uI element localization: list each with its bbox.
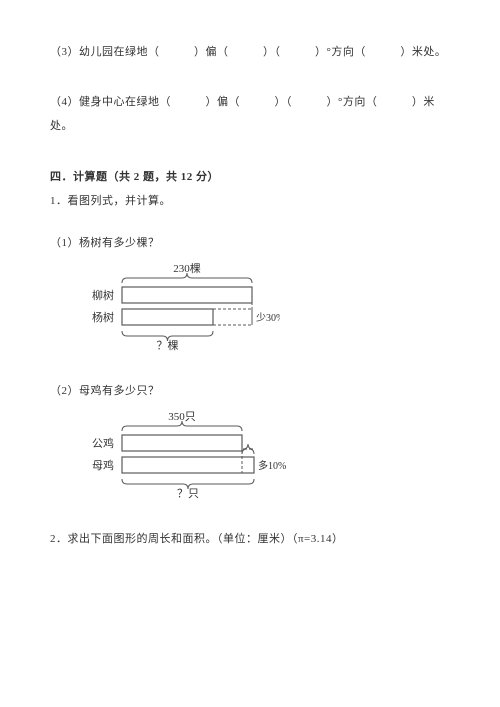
question-4: （4）健身中心在绿地（ ）偏（ ）（ ）°方向（ ）米	[50, 90, 450, 114]
svg-text:公鸡: 公鸡	[92, 436, 114, 450]
q4-seg4: ）米	[412, 96, 435, 108]
problem-2: 2．求出下面图形的周长和面积。（单位：厘米）（π=3.14）	[50, 527, 450, 551]
spacer	[50, 361, 450, 379]
q4-tail: 处。	[50, 120, 73, 132]
question-3: （3）幼儿园在绿地（ ）偏（ ）（ ）°方向（ ）米处。	[50, 40, 450, 64]
section-4-title: 四．计算题（共 2 题，共 12 分）	[50, 165, 450, 189]
spacer	[50, 213, 450, 231]
problem-1: 1．看图列式，并计算。	[50, 189, 450, 213]
q4-prefix: （4）健身中心在绿地（	[50, 96, 171, 108]
spacer	[50, 139, 450, 165]
svg-text:柳树: 柳树	[92, 288, 114, 302]
svg-text:多10%: 多10%	[258, 459, 286, 472]
spacer	[50, 509, 450, 527]
svg-text:母鸡: 母鸡	[92, 458, 114, 472]
q4-seg1: ）偏（	[206, 96, 241, 108]
diagram-1-container: 230棵柳树杨树 少30% ？棵	[90, 263, 450, 361]
q3-seg2: ）（	[263, 46, 281, 58]
svg-text:少30%: 少30%	[256, 312, 280, 324]
question-4-tail: 处。	[50, 114, 450, 138]
q3-seg4: ）米处。	[400, 46, 446, 58]
q3-seg1: ）偏（	[194, 46, 229, 58]
problem-1-sub2: （2）母鸡有多少只？	[50, 379, 450, 403]
svg-text:？只: ？只	[177, 488, 199, 500]
page-container: （3）幼儿园在绿地（ ）偏（ ）（ ）°方向（ ）米处。 （4）健身中心在绿地（…	[0, 0, 500, 572]
diagram-2-svg: 350只公鸡母鸡 多10% ？只	[90, 411, 290, 506]
diagram-1-svg: 230棵柳树杨树 少30% ？棵	[90, 263, 280, 358]
q3-seg3: ）°方向（	[315, 46, 366, 58]
svg-text:？棵: ？棵	[157, 338, 179, 352]
q4-seg3: ）°方向（	[327, 96, 378, 108]
spacer	[50, 64, 450, 90]
q4-seg2: ）（	[275, 96, 293, 108]
svg-text:杨树: 杨树	[92, 310, 114, 324]
svg-text:230棵: 230棵	[173, 263, 201, 275]
problem-1-sub1: （1）杨树有多少棵？	[50, 231, 450, 255]
svg-text:350只: 350只	[168, 411, 196, 423]
q3-prefix: （3）幼儿园在绿地（	[50, 46, 160, 58]
diagram-2-container: 350只公鸡母鸡 多10% ？只	[90, 411, 450, 509]
